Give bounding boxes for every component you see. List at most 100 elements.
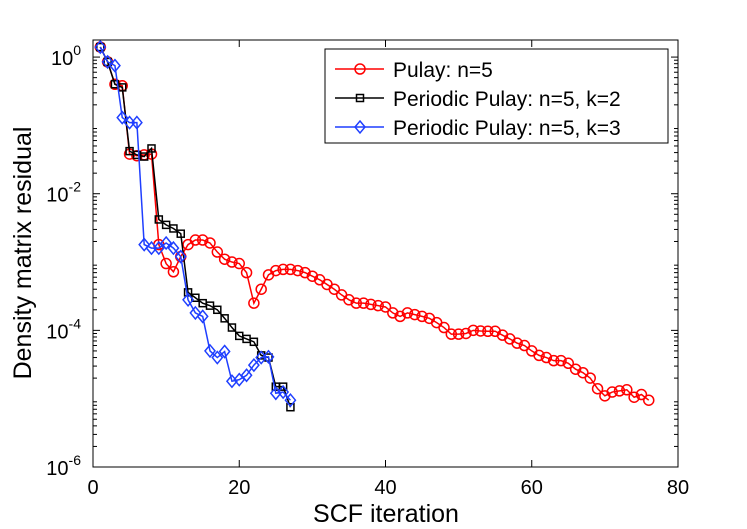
legend-marker [354, 119, 366, 135]
data-point [606, 386, 618, 398]
data-point [211, 350, 224, 365]
data-point [628, 391, 640, 403]
data-point [240, 368, 253, 383]
legend-marker [355, 93, 365, 103]
data-point [147, 144, 156, 153]
data-point [247, 357, 260, 373]
legend-entry: Periodic Pulay: n=5, k=2 [335, 88, 621, 111]
data-point [343, 294, 355, 306]
data-point [278, 382, 288, 391]
data-point [255, 283, 267, 295]
data-point [139, 152, 149, 161]
data-point [350, 297, 362, 309]
data-point [416, 310, 428, 323]
data-point [357, 297, 370, 309]
data-point [116, 110, 129, 125]
data-point [569, 363, 582, 375]
y-tick-label: 10-4 [46, 315, 81, 343]
data-point [445, 328, 458, 340]
data-point [240, 266, 253, 279]
y-tick-base: 10 [51, 48, 73, 70]
legend-entry: Periodic Pulay: n=5, k=3 [335, 117, 621, 140]
data-point [189, 305, 202, 321]
x-tick-label: 60 [521, 477, 543, 499]
data-point [96, 42, 105, 52]
data-point [286, 402, 295, 412]
data-point [138, 237, 151, 252]
data-point [152, 240, 165, 256]
legend-entry: Pulay: n=5 [335, 59, 493, 82]
data-point [621, 384, 633, 396]
data-point [160, 235, 173, 251]
data-point [211, 246, 224, 258]
data-point [372, 299, 384, 312]
y-tick-exponent: 0 [73, 42, 81, 58]
legend-label: Periodic Pulay: n=5, k=2 [393, 88, 621, 111]
data-point [438, 321, 450, 334]
x-tick-label: 40 [374, 477, 396, 499]
data-point [154, 215, 164, 224]
data-point [167, 266, 180, 278]
x-tick-label: 80 [667, 477, 689, 499]
data-point [577, 366, 589, 379]
y-tick-base: 10 [46, 185, 68, 207]
data-point [409, 308, 421, 321]
series-diamond [94, 39, 297, 408]
data-point [460, 327, 472, 340]
data-point [204, 343, 216, 359]
data-point [511, 337, 523, 349]
data-point [474, 325, 487, 337]
data-point [262, 349, 275, 364]
data-point [547, 354, 560, 367]
data-point [584, 372, 596, 384]
y-tick-base: 10 [46, 321, 68, 343]
data-point [452, 328, 465, 340]
data-point [643, 394, 655, 406]
data-point [204, 237, 216, 249]
data-point [379, 301, 392, 313]
y-axis-label: Density matrix residual [9, 127, 37, 380]
data-point [533, 349, 545, 362]
x-axis-label: SCF iteration [313, 500, 459, 528]
data-point [94, 39, 107, 55]
data-point [284, 263, 297, 276]
data-point [306, 270, 319, 282]
data-point [328, 283, 341, 295]
data-point [365, 298, 377, 311]
data-point [169, 224, 178, 233]
data-point [167, 240, 180, 256]
y-tick-label: 10-6 [46, 452, 81, 480]
data-point [196, 234, 209, 246]
data-point [270, 264, 282, 277]
data-point [176, 229, 185, 238]
data-point [540, 351, 553, 364]
data-point [387, 307, 399, 319]
data-point [249, 337, 259, 347]
data-point [555, 354, 567, 367]
data-point [189, 234, 202, 246]
data-point [635, 388, 648, 401]
data-point [233, 257, 245, 270]
legend-label: Periodic Pulay: n=5, k=3 [393, 117, 621, 140]
y-tick-label: 10-2 [46, 179, 81, 207]
data-point [277, 263, 289, 276]
data-point [218, 344, 231, 359]
y-tick-exponent: -2 [69, 179, 82, 195]
data-point [213, 305, 222, 315]
data-point [277, 384, 290, 400]
data-point [103, 57, 112, 67]
data-point [227, 323, 237, 332]
data-point [518, 339, 531, 352]
data-point [218, 253, 231, 265]
legend-label: Pulay: n=5 [393, 59, 493, 82]
labels-layer: SCF iteration Density matrix residual [9, 127, 459, 528]
legend-marker [354, 63, 366, 75]
data-point [482, 325, 494, 338]
data-point [220, 314, 229, 323]
series-layer [94, 39, 655, 412]
series-circle [94, 41, 655, 406]
y-tick-label: 100 [51, 42, 81, 70]
y-tick-exponent: -4 [69, 315, 82, 331]
